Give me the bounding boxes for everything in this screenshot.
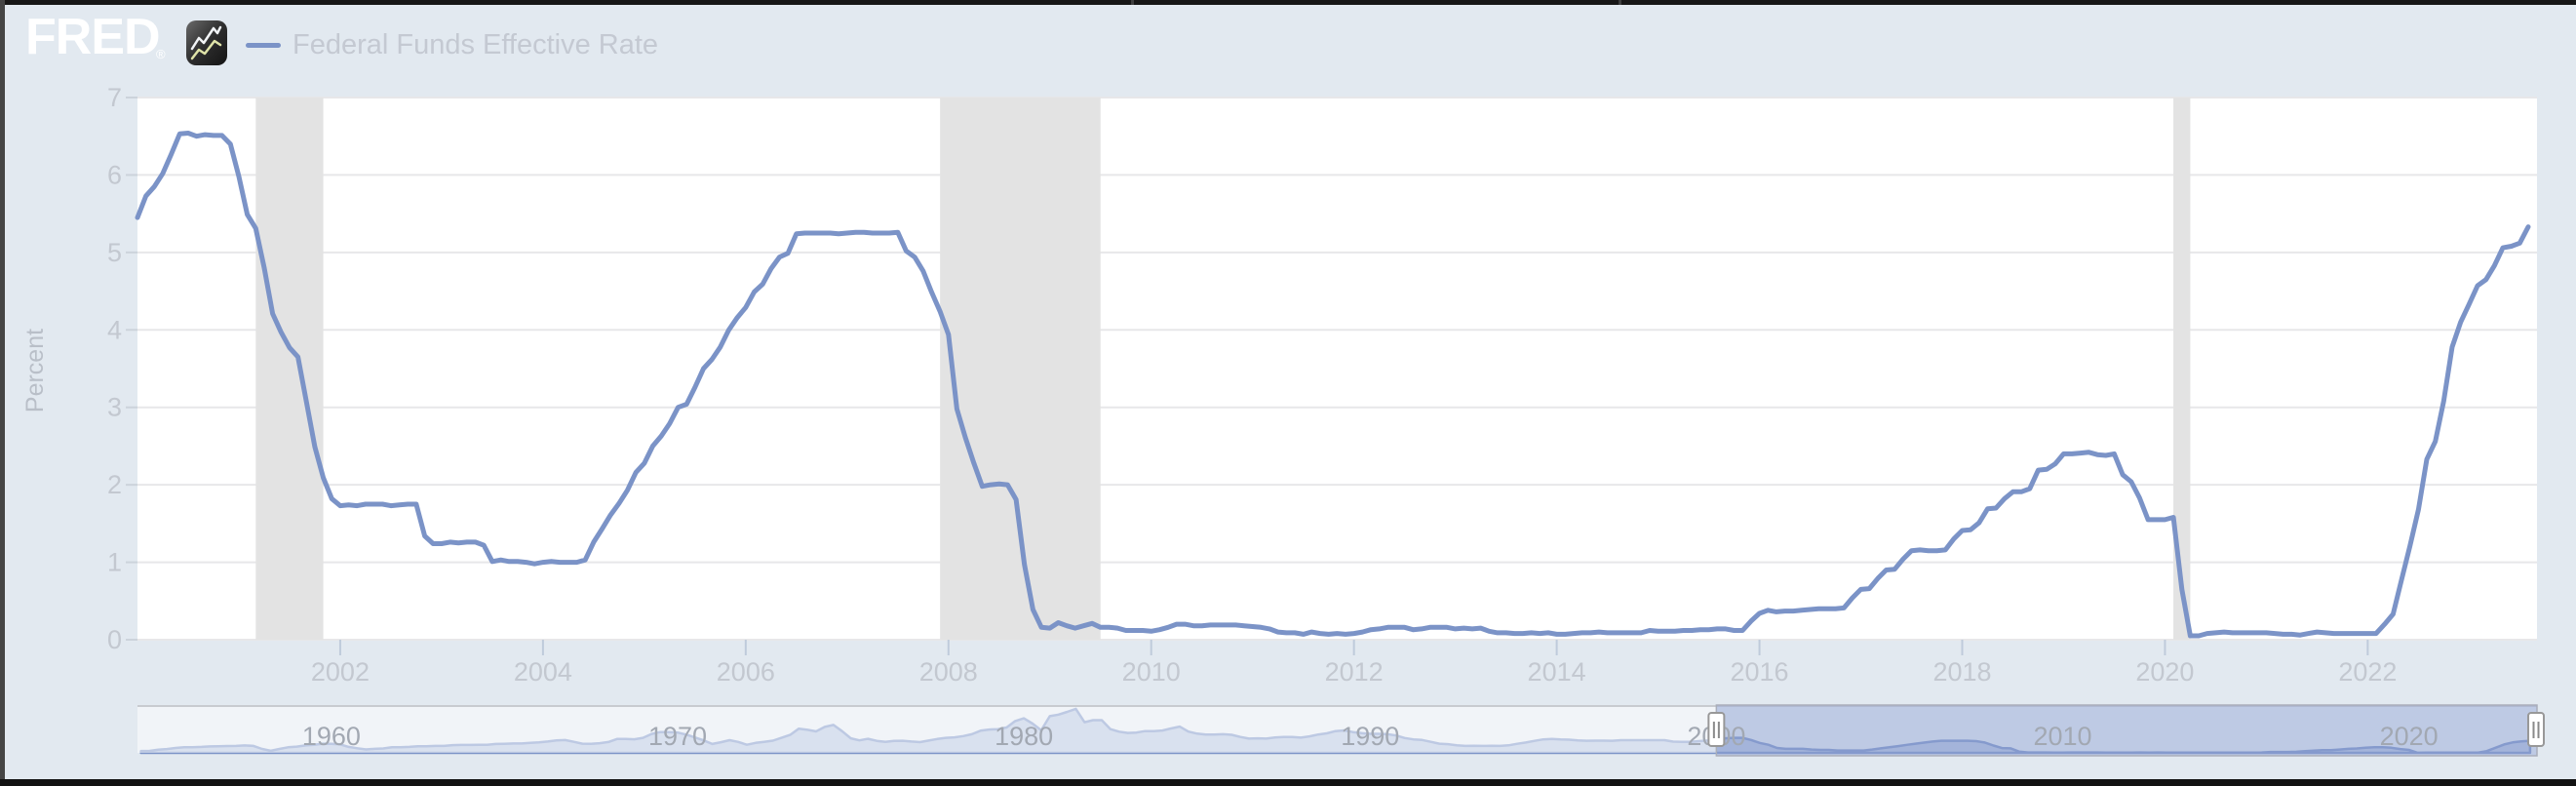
y-axis-title: Percent [21, 329, 49, 413]
series-line [135, 131, 2531, 639]
y-tick-label: 2 [107, 470, 122, 499]
y-tick-label: 5 [107, 238, 122, 267]
x-tick-label: 2014 [1528, 657, 1586, 687]
x-tick-label: 2012 [1325, 657, 1384, 687]
recession-band [255, 98, 324, 640]
x-tick-label: 2010 [1122, 657, 1181, 687]
window-top-notch [1619, 0, 1621, 5]
navigator-year-label: 1960 [302, 722, 361, 751]
navigator-handle-left[interactable] [1707, 712, 1726, 747]
window-left-border [0, 0, 5, 786]
navigator-year-label: 1970 [648, 722, 707, 751]
window-top-notch [1131, 0, 1134, 5]
x-tick-label: 2016 [1731, 657, 1789, 687]
plot-area[interactable] [137, 98, 2537, 640]
y-tick-label: 0 [107, 625, 122, 654]
navigator-year-label: 1990 [1341, 722, 1399, 751]
navigator-unselected-mask [137, 707, 1717, 753]
y-tick-label: 1 [107, 548, 122, 577]
navigator-year-label: 1980 [995, 722, 1053, 751]
legend: Federal Funds Effective Rate [246, 29, 658, 61]
y-tick-label: 4 [107, 315, 122, 344]
navigator-year-label: 2020 [2380, 722, 2439, 751]
fred-logo-icon [186, 20, 227, 65]
navigator-year-label: 2010 [2033, 722, 2091, 751]
fred-registered-mark: ® [156, 47, 166, 61]
recession-band [940, 98, 1101, 640]
navigator-handle-right[interactable] [2527, 712, 2545, 747]
x-tick-label: 2004 [514, 657, 572, 687]
x-tick-label: 2008 [919, 657, 978, 687]
y-tick-label: 3 [107, 393, 122, 422]
recession-band [2173, 98, 2191, 640]
x-tick-label: 2006 [717, 657, 775, 687]
x-tick-label: 2002 [311, 657, 370, 687]
x-tick-label: 2020 [2135, 657, 2194, 687]
fred-logo[interactable]: FRED [25, 9, 161, 65]
legend-label[interactable]: Federal Funds Effective Rate [293, 29, 659, 60]
window-top-border [0, 0, 2576, 5]
y-tick-label: 7 [107, 83, 122, 112]
legend-line-swatch [246, 43, 281, 48]
navigator-selection[interactable] [1715, 704, 2538, 757]
y-tick-label: 6 [107, 160, 122, 189]
x-tick-label: 2022 [2338, 657, 2397, 687]
window-bottom-border [0, 779, 2576, 786]
x-tick-label: 2018 [1932, 657, 1991, 687]
header: FRED ® Federal Funds Effective Rate [0, 0, 2576, 94]
